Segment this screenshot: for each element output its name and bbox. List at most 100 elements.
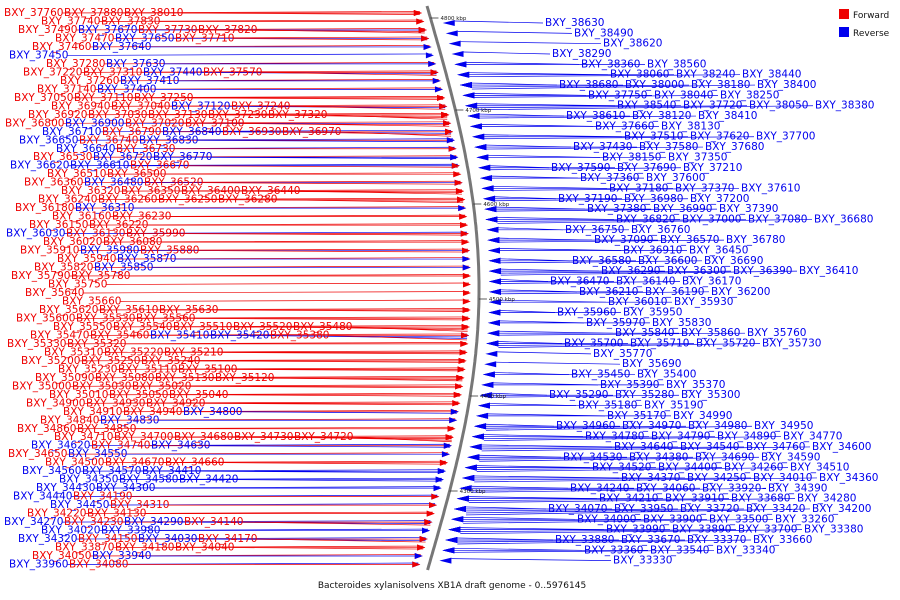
gene-label-reverse-side[interactable]: BXY_37430 <box>573 141 632 153</box>
gene-label-forward-side[interactable]: BXY_34660 <box>165 457 224 469</box>
feature-arrow[interactable] <box>474 423 487 430</box>
gene-label-reverse-side[interactable]: BXY_33950 <box>614 503 673 515</box>
gene-label-forward-side[interactable]: BXY_36800 <box>5 117 64 129</box>
gene-label-forward-side[interactable]: BXY_34710 <box>54 431 113 443</box>
gene-label-forward-side[interactable]: BXY_35230 <box>58 363 117 375</box>
feature-arrow[interactable] <box>456 374 465 381</box>
gene-label-forward-side[interactable]: BXY_37670 <box>78 24 137 36</box>
gene-label-reverse-side[interactable]: BXY_33920 <box>702 482 761 494</box>
gene-label-forward-side[interactable]: BXY_37320 <box>268 109 327 121</box>
gene-label-reverse-side[interactable]: BXY_34240 <box>570 482 629 494</box>
gene-label-reverse-side[interactable]: BXY_37080 <box>748 213 807 225</box>
feature-arrow[interactable] <box>485 216 498 223</box>
gene-label-reverse-side[interactable]: BXY_37180 <box>609 182 668 194</box>
gene-label-reverse-side[interactable]: BXY_38120 <box>632 110 691 122</box>
gene-label-reverse-side[interactable]: BXY_37700 <box>756 131 815 143</box>
gene-label-reverse-side[interactable]: BXY_35730 <box>762 338 821 350</box>
gene-label-reverse-side[interactable]: BXY_34280 <box>797 493 856 505</box>
gene-label-forward-side[interactable]: BXY_34130 <box>87 508 146 520</box>
feature-arrow[interactable] <box>457 196 466 203</box>
gene-label-forward-side[interactable]: BXY_35380 <box>270 329 329 341</box>
gene-label-forward-side[interactable]: BXY_36260 <box>98 194 157 206</box>
feature-arrow[interactable] <box>448 40 461 47</box>
gene-label-forward-side[interactable]: BXY_35820 <box>34 262 93 274</box>
feature-arrow[interactable] <box>447 425 456 432</box>
gene-label-forward-side[interactable]: BXY_35520 <box>233 321 292 333</box>
gene-label-reverse-side[interactable]: BXY_38060 <box>610 69 669 81</box>
gene-label-forward-side[interactable]: BXY_34670 <box>105 457 164 469</box>
gene-label-forward-side[interactable]: BXY_33980 <box>101 525 160 537</box>
gene-label-forward-side[interactable]: BXY_37710 <box>175 32 234 44</box>
feature-arrow[interactable] <box>462 290 471 296</box>
gene-label-reverse-side[interactable]: BXY_36390 <box>733 265 792 277</box>
gene-label-forward-side[interactable]: BXY_35320 <box>67 338 126 350</box>
gene-label-reverse-side[interactable]: BXY_34400 <box>658 462 717 474</box>
gene-label-reverse-side[interactable]: BXY_34370 <box>621 472 680 484</box>
feature-arrow[interactable] <box>417 544 426 551</box>
gene-label-reverse-side[interactable]: BXY_37600 <box>646 172 705 184</box>
gene-label-forward-side[interactable]: BXY_35640 <box>25 287 84 299</box>
feature-arrow[interactable] <box>464 464 477 471</box>
feature-arrow[interactable] <box>418 26 427 33</box>
gene-label-reverse-side[interactable]: BXY_33890 <box>672 524 731 536</box>
gene-label-forward-side[interactable]: BXY_37640 <box>92 41 151 53</box>
gene-label-forward-side[interactable]: BXY_34840 <box>40 414 99 426</box>
gene-label-reverse-side[interactable]: BXY_34530 <box>563 451 622 463</box>
feature-arrow[interactable] <box>414 553 423 560</box>
gene-label-forward-side[interactable]: BXY_37740 <box>41 15 100 27</box>
gene-label-forward-side[interactable]: BXY_34320 <box>18 533 77 545</box>
gene-label-forward-side[interactable]: BXY_36640 <box>56 143 115 155</box>
feature-arrow[interactable] <box>486 226 499 233</box>
feature-arrow[interactable] <box>445 30 458 37</box>
feature-arrow[interactable] <box>461 239 470 246</box>
feature-arrow[interactable] <box>459 213 468 220</box>
gene-label-forward-side[interactable]: BXY_38010 <box>124 7 183 19</box>
gene-label-reverse-side[interactable]: BXY_38150 <box>602 151 661 163</box>
gene-label-reverse-side[interactable]: BXY_34250 <box>687 472 746 484</box>
gene-label-forward-side[interactable]: BXY_36720 <box>93 151 152 163</box>
feature-arrow[interactable] <box>479 392 492 399</box>
gene-label-forward-side[interactable]: BXY_36650 <box>19 134 78 146</box>
gene-label-reverse-side[interactable]: BXY_38000 <box>625 79 684 91</box>
gene-label-forward-side[interactable]: BXY_34050 <box>32 550 91 562</box>
gene-label-forward-side[interactable]: BXY_34940 <box>123 406 182 418</box>
gene-label-reverse-side[interactable]: BXY_38490 <box>574 27 633 39</box>
gene-label-reverse-side[interactable]: BXY_33340 <box>716 544 775 556</box>
gene-label-forward-side[interactable]: BXY_37140 <box>37 83 96 95</box>
gene-label-reverse-side[interactable]: BXY_36210 <box>579 286 638 298</box>
gene-label-forward-side[interactable]: BXY_36150 <box>29 219 88 231</box>
feature-arrow[interactable] <box>462 306 471 313</box>
gene-label-reverse-side[interactable]: BXY_36010 <box>608 296 667 308</box>
gene-label-forward-side[interactable]: BXY_37730 <box>138 24 197 36</box>
gene-label-reverse-side[interactable]: BXY_38630 <box>545 17 604 29</box>
feature-arrow[interactable] <box>460 230 469 237</box>
gene-label-reverse-side[interactable]: BXY_35950 <box>623 307 682 319</box>
gene-label-reverse-side[interactable]: BXY_34210 <box>599 493 658 505</box>
gene-label-reverse-side[interactable]: BXY_35720 <box>696 338 755 350</box>
gene-label-forward-side[interactable]: BXY_35000 <box>12 380 71 392</box>
gene-label-reverse-side[interactable]: BXY_33380 <box>804 524 863 536</box>
feature-arrow[interactable] <box>462 264 471 271</box>
feature-arrow[interactable] <box>482 371 495 378</box>
gene-label-forward-side[interactable]: BXY_34190 <box>73 491 132 503</box>
gene-label-forward-side[interactable]: BXY_33940 <box>92 550 151 562</box>
gene-label-forward-side[interactable]: BXY_34310 <box>110 499 169 511</box>
gene-label-forward-side[interactable]: BXY_35100 <box>178 363 237 375</box>
feature-arrow[interactable] <box>454 179 463 186</box>
feature-arrow[interactable] <box>462 281 471 288</box>
gene-label-reverse-side[interactable]: BXY_37620 <box>690 131 749 143</box>
feature-arrow[interactable] <box>487 237 500 244</box>
gene-label-forward-side[interactable]: BXY_36500 <box>107 168 166 180</box>
feature-arrow[interactable] <box>457 366 466 373</box>
feature-arrow[interactable] <box>488 268 501 275</box>
gene-label-forward-side[interactable]: BXY_36020 <box>43 236 102 248</box>
feature-arrow[interactable] <box>458 357 467 364</box>
gene-label-forward-side[interactable]: BXY_34020 <box>41 525 100 537</box>
gene-label-forward-side[interactable]: BXY_36710 <box>42 126 101 138</box>
gene-label-reverse-side[interactable]: BXY_33990 <box>606 524 665 536</box>
gene-label-reverse-side[interactable]: BXY_38180 <box>691 79 750 91</box>
gene-label-reverse-side[interactable]: BXY_35170 <box>607 410 666 422</box>
gene-label-reverse-side[interactable]: BXY_35690 <box>622 358 681 370</box>
gene-label-forward-side[interactable]: BXY_36310 <box>75 202 134 214</box>
gene-label-reverse-side[interactable]: BXY_33700 <box>738 524 797 536</box>
